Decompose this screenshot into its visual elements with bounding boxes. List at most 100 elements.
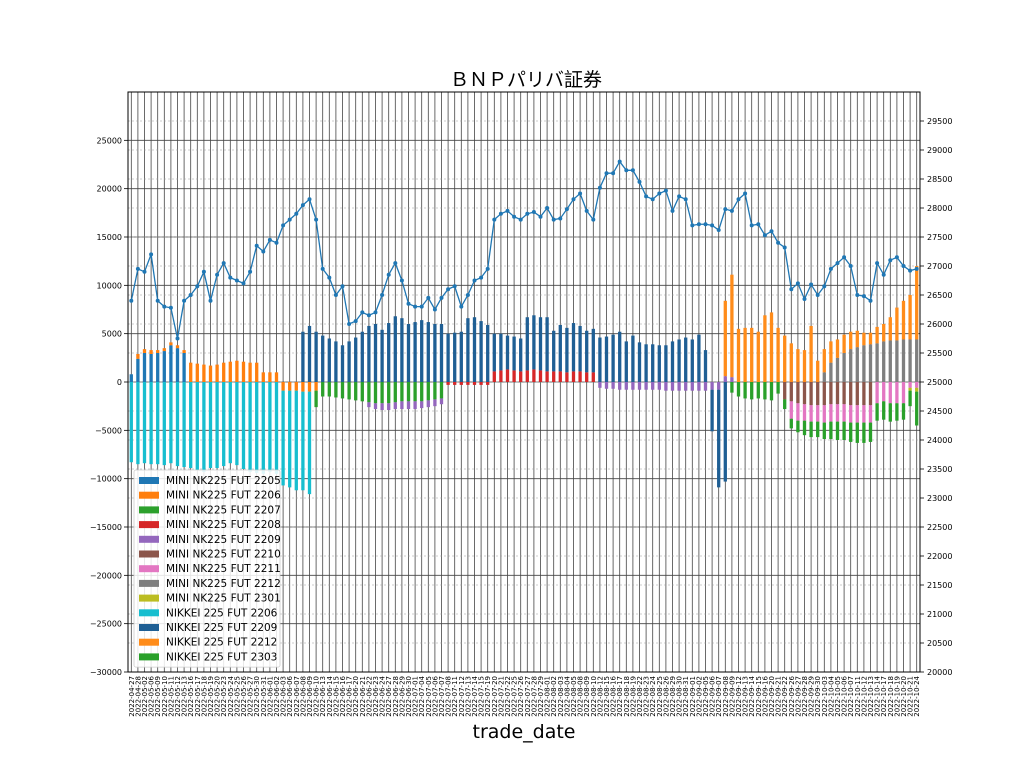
x-tick-label: 2022-07-14	[471, 675, 479, 716]
bar	[710, 389, 714, 432]
bar	[387, 382, 391, 404]
bar	[842, 334, 846, 353]
bar	[717, 382, 721, 390]
bar	[433, 399, 437, 407]
bar	[433, 324, 437, 382]
bar	[228, 382, 232, 464]
price-point	[386, 272, 391, 277]
bar	[169, 345, 173, 382]
bar	[400, 318, 404, 382]
bar	[882, 324, 886, 342]
bar	[703, 350, 708, 382]
x-tick-label: 2022-07-04	[418, 675, 426, 716]
y-tick-label: 15000	[97, 233, 122, 242]
bar	[888, 340, 892, 382]
bar	[479, 382, 483, 385]
bar	[268, 382, 272, 472]
bar	[769, 382, 774, 401]
x-tick-label: 2022-05-19	[207, 676, 215, 717]
price-point	[710, 223, 715, 228]
bar	[783, 399, 787, 410]
bar	[327, 382, 331, 397]
bar	[769, 312, 774, 382]
x-tick-label: 2022-09-07	[715, 676, 723, 717]
bar	[129, 382, 133, 463]
x-tick-label: 2022-08-24	[649, 675, 657, 716]
bar	[862, 405, 866, 423]
x-tick-label: 2022-05-02	[141, 676, 149, 717]
price-point	[327, 275, 332, 280]
price-point	[696, 222, 701, 227]
x-tick-label: 2022-05-24	[227, 675, 235, 716]
x-tick-label: 2022-10-24	[913, 675, 921, 716]
price-point	[657, 191, 662, 196]
y2-tick-label: 20000	[927, 668, 952, 677]
bar	[558, 324, 562, 372]
bar	[175, 348, 180, 382]
bar	[585, 330, 589, 373]
bar	[182, 353, 186, 382]
x-tick-label: 2022-08-10	[590, 676, 598, 717]
price-point	[505, 208, 510, 213]
y2-tick-label: 22000	[927, 552, 952, 561]
bar	[802, 404, 807, 421]
bar	[875, 326, 879, 344]
bar	[565, 372, 569, 382]
bar	[802, 350, 807, 382]
price-point	[155, 298, 160, 303]
bar	[604, 336, 609, 382]
bar	[169, 382, 173, 464]
price-line	[130, 160, 917, 339]
x-tick-label: 2022-07-22	[504, 676, 512, 717]
price-point	[683, 197, 688, 202]
bar	[466, 318, 470, 382]
x-tick-label: 2022-05-10	[161, 676, 169, 717]
bar	[360, 382, 364, 402]
price-point	[815, 293, 820, 297]
legend-label: MINI NK225 FUT 2205	[166, 475, 281, 487]
y2-tick-label: 28000	[927, 204, 952, 213]
bar	[248, 382, 252, 472]
x-tick-label: 2022-09-21	[775, 676, 783, 717]
price-point	[300, 203, 305, 208]
bar	[426, 400, 430, 408]
bar	[406, 401, 411, 410]
bar	[202, 364, 206, 382]
x-tick-label: 2022-08-25	[656, 676, 664, 717]
bar	[882, 382, 886, 402]
bar	[393, 402, 397, 410]
x-tick-label: 2022-09-05	[702, 676, 710, 717]
y2-tick-label: 28500	[927, 175, 952, 184]
bar	[261, 382, 265, 474]
bar	[736, 328, 741, 382]
legend-swatch	[139, 594, 159, 602]
price-point	[729, 208, 734, 213]
bar	[373, 403, 378, 410]
bar	[723, 382, 727, 482]
bar	[222, 362, 226, 382]
bar	[208, 365, 213, 382]
x-tick-label: 2022-05-17	[194, 676, 202, 717]
bar	[175, 345, 180, 349]
bar	[598, 337, 602, 382]
bar	[162, 382, 166, 466]
x-tick-label: 2022-07-26	[517, 675, 525, 716]
y2-tick-label: 24500	[927, 407, 952, 416]
price-point	[716, 228, 721, 233]
right-axis-ticks: 20000 20500 21000 21500 22000 22500 23000 23500…	[920, 117, 952, 677]
bar	[789, 343, 793, 382]
bar	[367, 325, 371, 382]
price-point	[558, 216, 563, 221]
bar	[637, 342, 642, 382]
price-point	[234, 278, 239, 283]
legend-swatch	[139, 506, 159, 514]
bar	[189, 382, 193, 469]
bar	[651, 382, 655, 390]
bar	[756, 382, 760, 399]
bar	[882, 401, 886, 420]
price-point	[525, 211, 530, 216]
bar	[816, 382, 820, 406]
bar	[281, 390, 285, 486]
bar	[492, 371, 496, 382]
price-point	[274, 240, 279, 245]
